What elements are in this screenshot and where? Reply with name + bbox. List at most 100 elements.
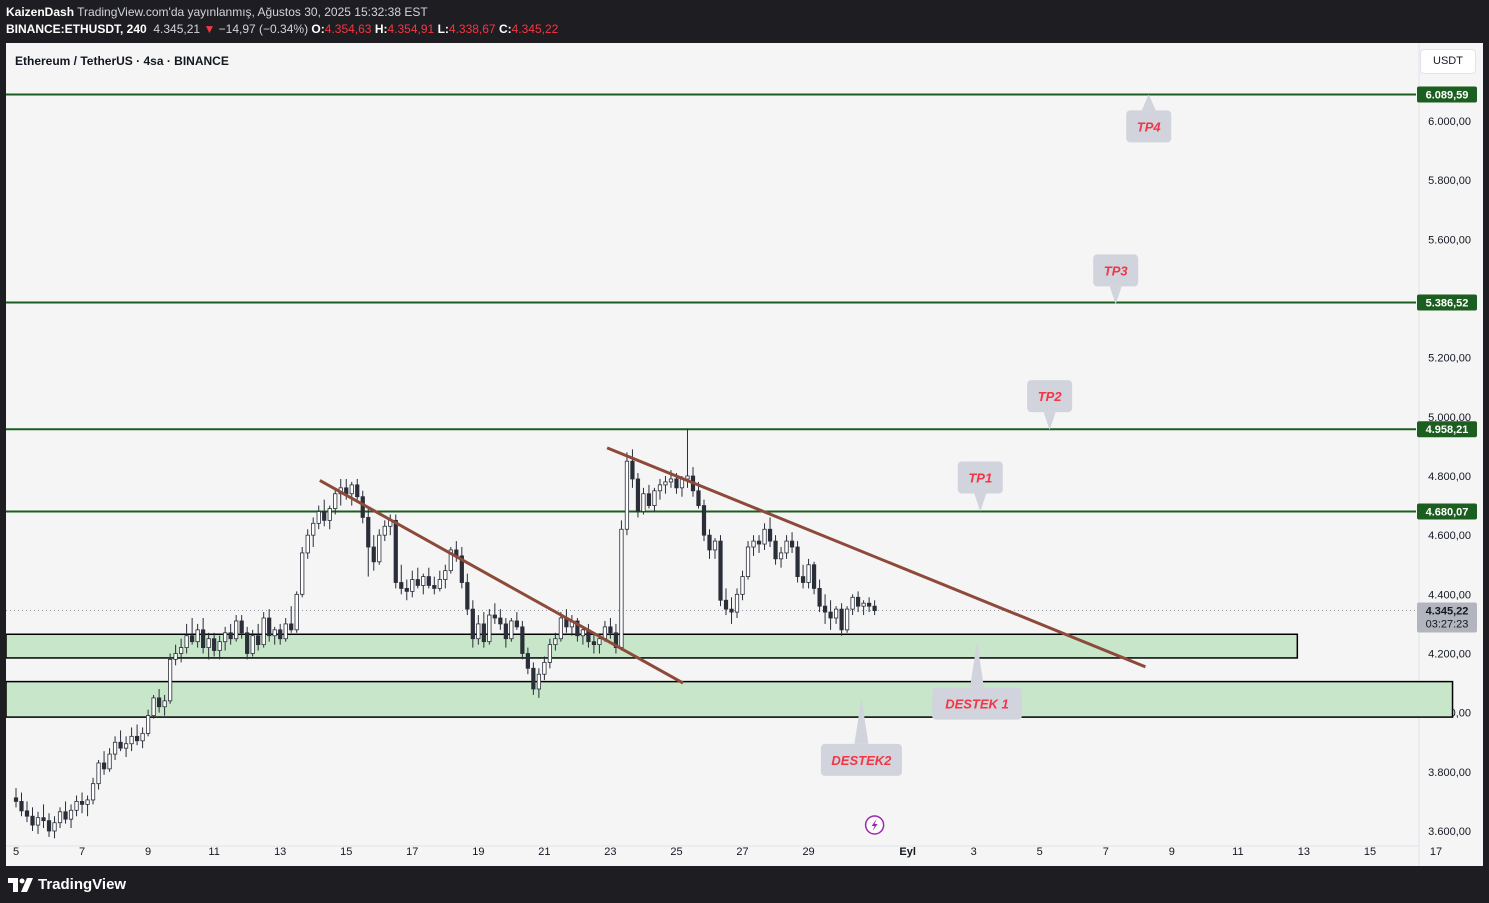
x-tick-label: 9: [145, 846, 151, 858]
candle-body: [85, 799, 90, 805]
candle-body: [459, 555, 464, 583]
callout-label: DESTEK 1: [945, 697, 1009, 712]
x-tick-label: 13: [1298, 846, 1310, 858]
x-tick-label: 27: [736, 846, 748, 858]
tradingview-icon: [8, 877, 33, 892]
candle-body: [558, 617, 563, 640]
candle-body: [140, 732, 145, 742]
callout-pointer: [854, 697, 869, 744]
x-tick-label: 15: [1364, 846, 1376, 858]
y-tick-label: 4.200,00: [1428, 649, 1471, 661]
candle-body: [333, 493, 338, 509]
candle-body: [740, 576, 745, 595]
candle-body: [432, 585, 437, 589]
y-tick-label: 5.600,00: [1428, 234, 1471, 246]
candle-body: [24, 810, 30, 817]
chart-panel[interactable]: 6.000,005.800,005.600,005.400,005.200,00…: [6, 43, 1483, 866]
open-value: 4.354,63: [324, 22, 372, 36]
candle-body: [718, 540, 723, 601]
x-tick-label: 5: [1037, 846, 1043, 858]
level-price-label: 4.680,07: [1426, 506, 1469, 518]
candle-body: [613, 632, 619, 648]
last-price-tag: [1417, 602, 1477, 633]
y-tick-label: 4.800,00: [1428, 471, 1471, 483]
tradingview-logo[interactable]: TradingView: [8, 876, 126, 893]
candle-body: [844, 608, 850, 631]
candle-body: [272, 629, 277, 637]
candle-body: [443, 570, 448, 580]
publish-line: KaizenDash TradingView.com'da yayınlanmı…: [6, 5, 428, 19]
candle-body: [134, 735, 140, 742]
level-price-label: 6.089,59: [1426, 89, 1469, 101]
candle-body: [415, 579, 420, 586]
candle-body: [239, 620, 244, 634]
callout-pointer: [1109, 286, 1122, 305]
candle-body: [13, 797, 19, 802]
candle-body: [190, 635, 195, 643]
candle-body: [503, 623, 508, 640]
candle-body: [90, 783, 96, 801]
candle-body: [79, 801, 85, 805]
x-tick-label: 7: [79, 846, 85, 858]
candle-body: [756, 540, 762, 545]
candle-body: [101, 762, 107, 770]
candle-body: [712, 540, 718, 551]
candle-body: [327, 508, 332, 521]
candle-body: [41, 817, 46, 822]
candle-body: [547, 644, 552, 663]
x-tick-label: 13: [274, 846, 286, 858]
candle-body: [19, 801, 24, 812]
candle-body: [195, 629, 200, 643]
candle-body: [641, 493, 646, 512]
candle-body: [789, 540, 795, 548]
candle-body: [294, 593, 299, 631]
candle-body: [696, 490, 701, 506]
candle-body: [525, 653, 530, 669]
candle-body: [173, 653, 178, 660]
callout-box: [1093, 254, 1139, 287]
candle-body: [46, 820, 52, 832]
candle-body: [245, 632, 250, 654]
candle-body: [751, 540, 756, 548]
candle-body: [597, 638, 602, 646]
candle-body: [707, 534, 712, 551]
candle-body: [57, 811, 63, 824]
currency-selector[interactable]: USDT: [1420, 49, 1476, 74]
footer: TradingView: [0, 868, 1489, 903]
price-chart[interactable]: 6.000,005.800,005.600,005.400,005.200,00…: [6, 43, 1483, 866]
callout-box: [1126, 110, 1172, 143]
candle-body: [421, 576, 426, 586]
callout-label: TP4: [1137, 119, 1162, 134]
candle-body: [520, 626, 525, 654]
candle-body: [322, 511, 327, 521]
author-name[interactable]: KaizenDash: [6, 5, 75, 19]
candle-body: [822, 605, 828, 613]
candle-body: [514, 620, 519, 628]
x-tick-label: 7: [1103, 846, 1109, 858]
support-zone: [6, 633, 1299, 659]
low-label: L:: [437, 22, 449, 36]
candle-body: [393, 519, 398, 583]
x-tick-label: 25: [670, 846, 682, 858]
x-tick-label: 11: [1232, 846, 1243, 858]
ohlc-line: BINANCE:ETHUSDT, 240 4.345,21 ▼ −14,97 (…: [6, 22, 558, 36]
candle-body: [536, 673, 541, 690]
candle-body: [316, 511, 321, 524]
candle-body: [553, 638, 558, 646]
x-tick-label: 3: [971, 846, 977, 858]
candle-body: [217, 641, 222, 651]
candle-body: [448, 549, 453, 572]
candle-body: [283, 623, 288, 640]
y-tick-label: 5.800,00: [1428, 175, 1471, 187]
high-label: H:: [374, 22, 388, 36]
level-price-tag: [1417, 294, 1477, 311]
y-tick-label: 3.800,00: [1428, 767, 1471, 779]
callout-label: TP3: [1104, 263, 1129, 278]
chart-background: [6, 43, 1483, 866]
candle-body: [426, 576, 431, 586]
candle-body: [228, 632, 233, 640]
candle-body: [487, 614, 492, 643]
candle-body: [349, 484, 354, 495]
y-tick-label: 4.400,00: [1428, 589, 1471, 601]
level-price-tag: [1417, 503, 1477, 520]
